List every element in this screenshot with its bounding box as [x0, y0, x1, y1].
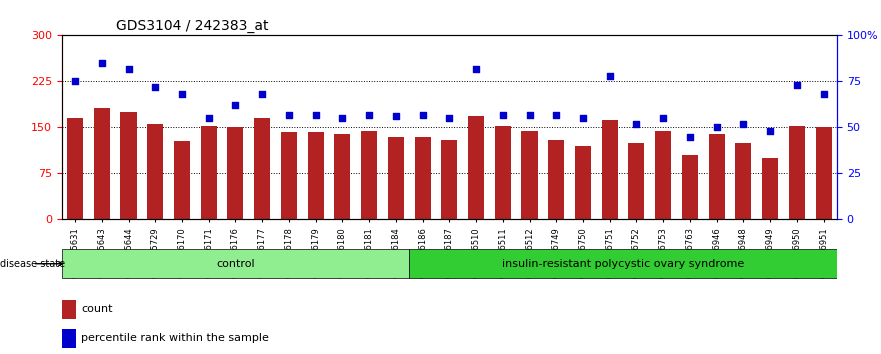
Bar — [415, 137, 431, 219]
Bar — [201, 126, 217, 219]
Point — [362, 112, 376, 118]
Bar — [335, 133, 351, 219]
Bar — [147, 124, 163, 219]
Bar — [575, 146, 591, 219]
Point — [737, 121, 751, 127]
Point — [228, 103, 242, 108]
Bar — [441, 140, 457, 219]
Point — [416, 112, 430, 118]
Point — [389, 114, 403, 119]
Point — [175, 91, 189, 97]
Point — [549, 112, 563, 118]
Bar — [307, 132, 323, 219]
Bar — [227, 127, 243, 219]
Bar — [388, 137, 403, 219]
Bar — [548, 140, 564, 219]
FancyBboxPatch shape — [62, 249, 409, 278]
Point — [282, 112, 296, 118]
Bar — [468, 116, 484, 219]
Bar — [522, 131, 537, 219]
Bar — [495, 126, 511, 219]
Point — [202, 115, 216, 121]
Point — [789, 82, 803, 88]
Bar — [62, 329, 76, 348]
Bar — [788, 126, 805, 219]
Point — [496, 112, 510, 118]
Point — [763, 128, 777, 134]
Bar — [62, 300, 76, 319]
Text: count: count — [81, 304, 113, 314]
Bar — [708, 133, 725, 219]
Text: percentile rank within the sample: percentile rank within the sample — [81, 333, 269, 343]
Text: control: control — [216, 259, 255, 269]
Point — [255, 91, 270, 97]
Point — [336, 115, 350, 121]
FancyBboxPatch shape — [409, 249, 837, 278]
Text: disease state: disease state — [0, 259, 65, 269]
Point — [522, 112, 537, 118]
Point — [68, 79, 82, 84]
Point — [469, 66, 483, 72]
Bar — [655, 131, 671, 219]
Bar — [628, 143, 645, 219]
Point — [148, 84, 162, 90]
Bar — [121, 112, 137, 219]
Point — [709, 125, 723, 130]
Point — [308, 112, 322, 118]
Bar — [174, 141, 190, 219]
Point — [683, 134, 697, 139]
Point — [629, 121, 643, 127]
Bar — [762, 158, 778, 219]
Text: GDS3104 / 242383_at: GDS3104 / 242383_at — [116, 19, 269, 33]
Point — [576, 115, 590, 121]
Point — [603, 73, 617, 79]
Point — [817, 91, 831, 97]
Bar — [67, 118, 83, 219]
Point — [656, 115, 670, 121]
Bar — [736, 143, 751, 219]
Point — [442, 115, 456, 121]
Bar — [93, 108, 110, 219]
Point — [95, 60, 109, 66]
Text: insulin-resistant polycystic ovary syndrome: insulin-resistant polycystic ovary syndr… — [502, 259, 744, 269]
Bar — [281, 132, 297, 219]
Bar — [816, 127, 832, 219]
Bar — [361, 131, 377, 219]
Bar — [602, 120, 618, 219]
Point — [122, 66, 136, 72]
Bar — [254, 118, 270, 219]
Bar — [682, 155, 698, 219]
